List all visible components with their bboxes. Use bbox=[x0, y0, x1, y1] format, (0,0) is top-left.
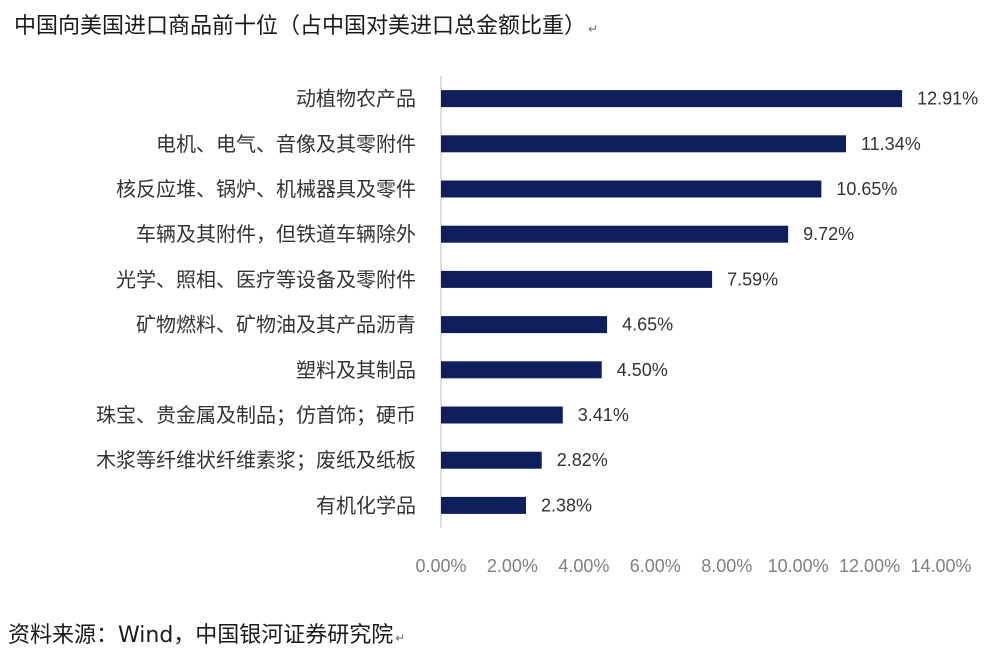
data-label: 4.50% bbox=[617, 360, 668, 380]
category-label: 光学、照相、医疗等设备及零附件 bbox=[116, 267, 416, 291]
category-label: 塑料及其制品 bbox=[296, 358, 416, 382]
source-note: 资料来源：Wind，中国银河证券研究院 ↵ bbox=[8, 617, 405, 649]
bar bbox=[441, 406, 563, 424]
category-label: 有机化学品 bbox=[316, 493, 416, 517]
category-label: 矿物燃料、矿物油及其产品沥青 bbox=[136, 313, 416, 337]
x-tick-label: 4.00% bbox=[558, 556, 609, 576]
data-label: 2.38% bbox=[541, 495, 592, 515]
category-label: 电机、电气、音像及其零附件 bbox=[156, 132, 416, 156]
x-tick-label: 10.00% bbox=[768, 556, 829, 576]
source-text: 资料来源：Wind，中国银河证券研究院 bbox=[8, 623, 394, 648]
chart-title-text: 中国向美国进口商品前十位（占中国对美进口总金额比重） bbox=[14, 14, 587, 39]
bar bbox=[441, 361, 602, 379]
bar bbox=[441, 496, 526, 514]
bar bbox=[441, 135, 846, 153]
x-tick-label: 14.00% bbox=[910, 556, 971, 576]
data-label: 11.34% bbox=[861, 134, 921, 154]
category-label: 珠宝、贵金属及制品；仿首饰；硬币 bbox=[96, 403, 416, 427]
plot-area: 动植物农产品 12.91% 电机、电气、音像及其零附件 11.34% 核反应堆、锅炉、机… bbox=[96, 76, 978, 576]
bar bbox=[441, 225, 789, 243]
category-label: 动植物农产品 bbox=[296, 87, 416, 111]
data-label: 10.65% bbox=[836, 179, 897, 199]
category-label: 车辆及其附件，但铁道车辆除外 bbox=[136, 222, 416, 246]
bar bbox=[441, 316, 608, 334]
bar bbox=[441, 270, 713, 288]
data-label: 7.59% bbox=[727, 269, 778, 289]
data-label: 12.91% bbox=[917, 89, 978, 109]
paragraph-mark: ↵ bbox=[395, 631, 406, 645]
x-tick-label: 2.00% bbox=[487, 556, 538, 576]
x-tick-label: 8.00% bbox=[701, 556, 752, 576]
paragraph-mark: ↵ bbox=[588, 22, 599, 36]
data-label: 4.65% bbox=[622, 315, 673, 335]
bar bbox=[441, 90, 903, 108]
x-tick-label: 6.00% bbox=[630, 556, 681, 576]
data-label: 3.41% bbox=[578, 405, 629, 425]
category-label: 核反应堆、锅炉、机械器具及零件 bbox=[116, 177, 416, 201]
data-label: 2.82% bbox=[557, 450, 608, 470]
x-tick-label: 0.00% bbox=[415, 556, 466, 576]
chart-title: 中国向美国进口商品前十位（占中国对美进口总金额比重） ↵ bbox=[14, 8, 598, 40]
category-label: 木浆等纤维状纤维素浆；废纸及纸板 bbox=[96, 448, 416, 472]
bar bbox=[441, 451, 542, 469]
bar bbox=[441, 180, 822, 198]
x-tick-label: 12.00% bbox=[839, 556, 900, 576]
data-label: 9.72% bbox=[803, 224, 854, 244]
bar-chart: 动植物农产品 12.91% 电机、电气、音像及其零附件 11.34% 核反应堆、锅炉、机… bbox=[96, 76, 978, 576]
